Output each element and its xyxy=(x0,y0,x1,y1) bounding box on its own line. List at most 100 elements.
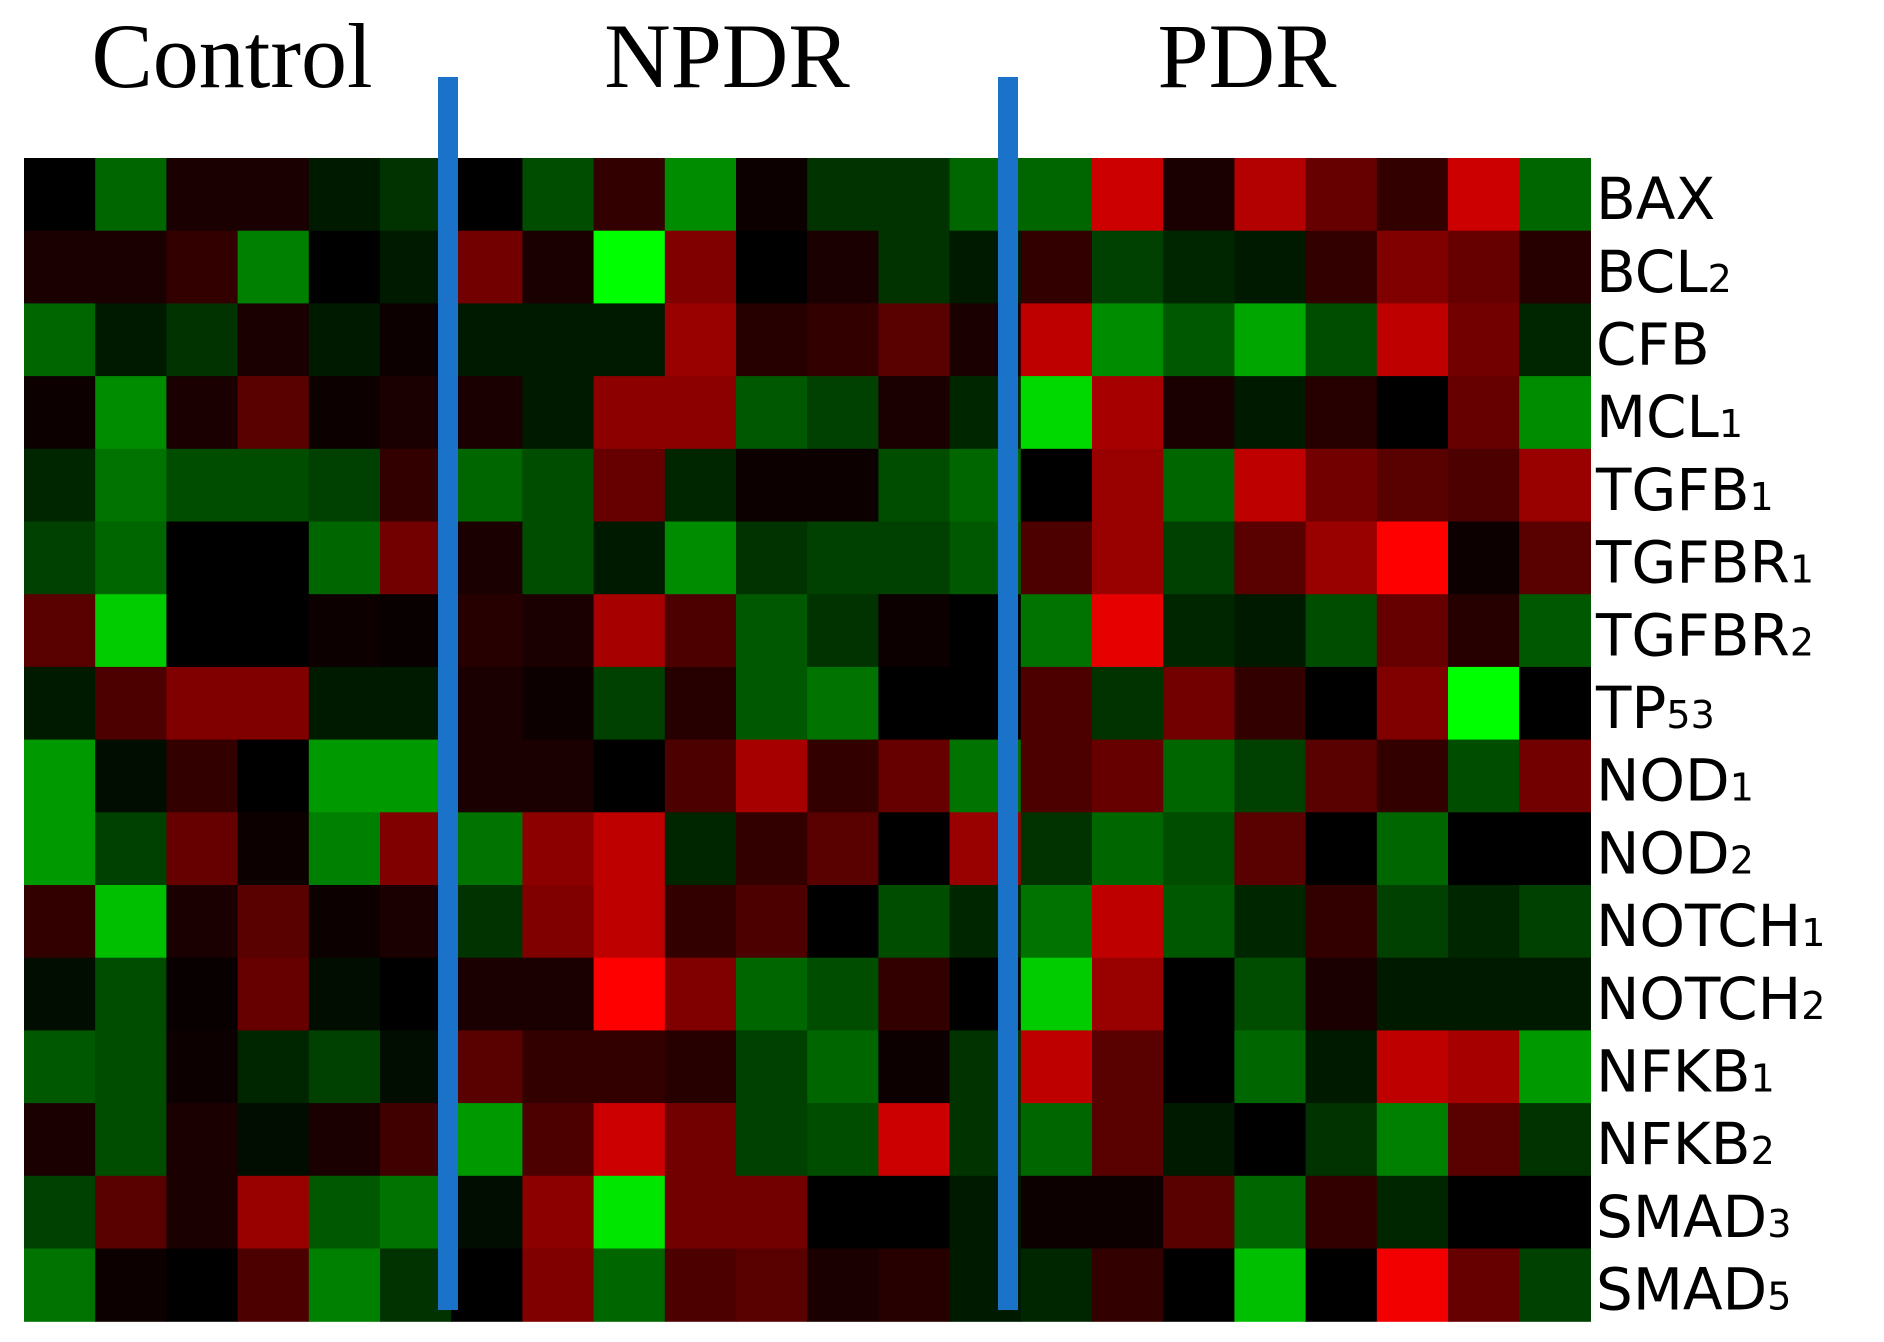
heatmap-cell-NOTCH1-10 xyxy=(664,885,737,959)
heatmap-cell-BAX-18 xyxy=(1234,158,1307,232)
gene-label-nod1: NOD1 xyxy=(1596,747,1754,815)
heatmap-cell-TGFBR2-3 xyxy=(166,594,239,668)
heatmap-cell-BAX-17 xyxy=(1163,158,1235,232)
heatmap-cell-SMAD3-10 xyxy=(664,1175,737,1250)
heatmap-cell-SMAD3-17 xyxy=(1163,1175,1235,1250)
heatmap-cell-NOD2-3 xyxy=(166,812,239,886)
heatmap-cell-NFKB2-8 xyxy=(522,1103,595,1177)
heatmap-cell-NOD1-11 xyxy=(736,739,808,813)
heatmap-cell-NOD2-13 xyxy=(878,812,951,886)
heatmap-cell-NOTCH1-13 xyxy=(878,885,951,959)
gene-label-notch1: NOTCH1 xyxy=(1596,892,1825,960)
gene-label-mcl1: MCL1 xyxy=(1596,383,1743,451)
heatmap-cell-NOTCH2-21 xyxy=(1448,957,1520,1031)
heatmap-cell-NOD1-5 xyxy=(308,739,381,813)
heatmap-cell-NFKB1-13 xyxy=(878,1030,951,1104)
heatmap-cell-NOD1-19 xyxy=(1305,739,1378,813)
heatmap-cell-NFKB2-20 xyxy=(1376,1103,1449,1177)
heatmap-cell-NOTCH2-22 xyxy=(1519,957,1591,1031)
heatmap-cell-BAX-2 xyxy=(95,158,167,232)
gene-label-bcl2: BCL2 xyxy=(1596,238,1732,306)
heatmap-cell-NOTCH2-2 xyxy=(95,957,167,1031)
heatmap-cell-CFB-13 xyxy=(878,303,951,377)
heatmap-cell-MCL1-11 xyxy=(736,376,808,450)
heatmap-cell-NOD2-10 xyxy=(664,812,737,886)
group-label-control: Control xyxy=(91,5,372,107)
heatmap-cell-TGFBR1-7 xyxy=(451,521,523,595)
heatmap-cell-NOD1-9 xyxy=(593,739,666,813)
heatmap-cell-MCL1-5 xyxy=(308,376,381,450)
heatmap-cell-BCL2-5 xyxy=(308,230,381,304)
heatmap-cell-BAX-5 xyxy=(308,158,381,232)
heatmap-cell-TGFB1-8 xyxy=(522,448,595,523)
heatmap-cell-NFKB2-10 xyxy=(664,1103,737,1177)
heatmap-cell-SMAD3-15 xyxy=(1020,1175,1093,1250)
heatmap-cell-SMAD3-11 xyxy=(736,1175,808,1250)
heatmap-cell-CFB-20 xyxy=(1376,303,1449,377)
heatmap-cell-TP53-18 xyxy=(1234,666,1307,741)
heatmap-cell-SMAD5-2 xyxy=(95,1248,167,1322)
heatmap-cell-TGFB1-20 xyxy=(1376,448,1449,523)
heatmap-cell-SMAD3-4 xyxy=(237,1175,310,1250)
heatmap-cell-BCL2-3 xyxy=(166,230,239,304)
heatmap-cell-BCL2-16 xyxy=(1092,230,1164,304)
heatmap-cell-BCL2-9 xyxy=(593,230,666,304)
heatmap-cell-NFKB1-15 xyxy=(1020,1030,1093,1104)
heatmap-cell-CFB-16 xyxy=(1092,303,1164,377)
heatmap-cell-BCL2-17 xyxy=(1163,230,1235,304)
heatmap-cell-TGFBR2-20 xyxy=(1376,594,1449,668)
heatmap-cell-TGFB1-19 xyxy=(1305,448,1378,523)
heatmap-cell-TGFB1-7 xyxy=(451,448,523,523)
heatmap-cell-CFB-15 xyxy=(1020,303,1093,377)
heatmap-cell-NFKB2-21 xyxy=(1448,1103,1520,1177)
heatmap-cell-NOD1-18 xyxy=(1234,739,1307,813)
heatmap-cell-TGFB1-2 xyxy=(95,448,167,523)
heatmap-cell-TP53-12 xyxy=(807,666,879,741)
heatmap-cell-BAX-13 xyxy=(878,158,951,232)
heatmap-cell-TGFB1-18 xyxy=(1234,448,1307,523)
gene-label-nfkb1: NFKB1 xyxy=(1596,1038,1775,1106)
heatmap-cell-TGFBR2-5 xyxy=(308,594,381,668)
heatmap-cell-MCL1-8 xyxy=(522,376,595,450)
heatmap-cell-NOTCH1-4 xyxy=(237,885,310,959)
heatmap-cell-TGFBR1-22 xyxy=(1519,521,1591,595)
heatmap-cell-NFKB1-7 xyxy=(451,1030,523,1104)
heatmap-cell-TP53-22 xyxy=(1519,666,1591,741)
heatmap-cell-MCL1-18 xyxy=(1234,376,1307,450)
heatmap-cell-NOD2-11 xyxy=(736,812,808,886)
heatmap-cell-MCL1-4 xyxy=(237,376,310,450)
heatmap-cell-NOD2-21 xyxy=(1448,812,1520,886)
heatmap-cell-NFKB2-1 xyxy=(24,1103,96,1177)
heatmap-cell-TGFBR1-18 xyxy=(1234,521,1307,595)
heatmap-cell-SMAD3-8 xyxy=(522,1175,595,1250)
heatmap-cell-TP53-1 xyxy=(24,666,96,741)
heatmap-cell-NOD1-4 xyxy=(237,739,310,813)
heatmap-cell-TGFB1-15 xyxy=(1020,448,1093,523)
heatmap-cell-NFKB1-11 xyxy=(736,1030,808,1104)
heatmap-cell-TP53-5 xyxy=(308,666,381,741)
heatmap-cell-TGFB1-10 xyxy=(664,448,737,523)
heatmap-cell-NOD1-1 xyxy=(24,739,96,813)
heatmap-cell-TGFBR2-17 xyxy=(1163,594,1235,668)
heatmap-cell-TGFBR1-17 xyxy=(1163,521,1235,595)
heatmap-cell-TP53-10 xyxy=(664,666,737,741)
heatmap-cell-CFB-17 xyxy=(1163,303,1235,377)
heatmap-cell-SMAD3-9 xyxy=(593,1175,666,1250)
heatmap-cell-TGFBR2-10 xyxy=(664,594,737,668)
heatmap-cell-NFKB2-3 xyxy=(166,1103,239,1177)
heatmap-cell-SMAD3-2 xyxy=(95,1175,167,1250)
heatmap-cell-CFB-10 xyxy=(664,303,737,377)
heatmap-cell-TP53-17 xyxy=(1163,666,1235,741)
heatmap-cell-MCL1-2 xyxy=(95,376,167,450)
heatmap-cell-NOD1-13 xyxy=(878,739,951,813)
heatmap-cell-NFKB1-9 xyxy=(593,1030,666,1104)
heatmap-cell-TGFB1-9 xyxy=(593,448,666,523)
heatmap-cell-BAX-9 xyxy=(593,158,666,232)
heatmap-cell-BAX-8 xyxy=(522,158,595,232)
heatmap-cell-NOD2-7 xyxy=(451,812,523,886)
heatmap-cell-TGFBR1-19 xyxy=(1305,521,1378,595)
heatmap-cell-NOTCH2-9 xyxy=(593,957,666,1031)
heatmap-cell-NOTCH1-12 xyxy=(807,885,879,959)
gene-label-notch2: NOTCH2 xyxy=(1596,965,1825,1033)
heatmap-cell-NOTCH1-7 xyxy=(451,885,523,959)
